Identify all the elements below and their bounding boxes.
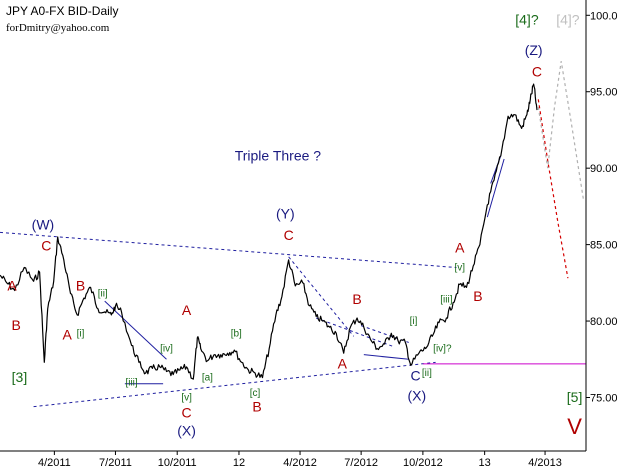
wave-label: (Z) (525, 42, 543, 58)
y-tick-label: 100.0 (590, 10, 618, 22)
y-tick-label: 95.00 (590, 87, 618, 99)
x-tick-label: 7/2011 (99, 457, 132, 469)
wave-label: [iv]? (433, 344, 452, 355)
wave-label: [iii] (440, 295, 452, 306)
x-tick-label: 4/2013 (528, 457, 562, 469)
wave-label: [ii] (422, 368, 432, 379)
wave-label: [iii] (125, 377, 137, 388)
wave-label: C (410, 368, 420, 384)
wave-label: B (473, 288, 482, 304)
wave-label: [iv] (160, 344, 173, 355)
wave-label: C (182, 404, 192, 420)
wave-label: [v] (181, 393, 192, 404)
wave-label: (X) (177, 423, 196, 439)
wave-label: [4]? (515, 11, 539, 27)
trendline (363, 354, 409, 360)
wave-label: A (455, 239, 465, 255)
y-tick-label: 90.00 (590, 163, 618, 175)
y-tick-label: 85.00 (590, 240, 618, 252)
trendline (315, 317, 395, 348)
forecast-layer (537, 61, 584, 279)
wave-label: B (252, 398, 261, 414)
wave-label: A (7, 277, 17, 293)
x-tick-label: 10/2011 (158, 457, 197, 469)
series-layer (0, 83, 538, 380)
x-tick-label: 13 (479, 457, 491, 469)
trendline (486, 158, 505, 218)
wave-label: V (567, 414, 582, 439)
wave-label: A (338, 355, 348, 371)
wave-label: B (76, 277, 85, 293)
x-tick-label: 10/2012 (403, 457, 443, 469)
forecast-red-path (537, 99, 569, 279)
forecast-grey-path (537, 61, 584, 199)
wave-label: A (182, 302, 192, 318)
wave-label: [c] (250, 388, 261, 399)
y-tick-label: 80.00 (590, 316, 618, 328)
trendline (33, 361, 436, 408)
wave-label: C (284, 227, 294, 243)
wave-label: [i] (410, 316, 418, 327)
wave-label: (W) (32, 216, 55, 232)
wave-label: [v] (455, 263, 466, 274)
y-tick-label: 75.00 (590, 392, 618, 404)
wave-label: (Y) (276, 206, 295, 222)
trendline (288, 256, 355, 337)
wave-label: [i] (77, 328, 85, 339)
wave-label: B (352, 291, 361, 307)
annotation-layer: (W) C A B [3] B A [i] [ii] [iii] [iv] [v] A C (X) [a] [b… (7, 11, 582, 439)
wave-label: B (11, 317, 20, 333)
price-series-line (0, 83, 538, 380)
x-tick-label: 7/2012 (344, 457, 378, 469)
wave-label: [3] (12, 369, 28, 385)
wave-label: [b] (231, 328, 242, 339)
wave-label: [ii] (98, 289, 108, 300)
wave-label: Triple Three ? (235, 148, 322, 164)
wave-label: [4]? (556, 11, 580, 27)
x-tick-label: 12 (233, 457, 245, 469)
trendline (0, 231, 457, 269)
x-tick-label: 4/2011 (38, 457, 71, 469)
wave-label: [a] (202, 373, 213, 384)
chart-author: forDmitry@yahoo.com (6, 22, 110, 34)
wave-label: [5] (567, 389, 583, 405)
x-tick-label: 4/2012 (283, 457, 317, 469)
chart-title: JPY A0-FX BID-Daily (6, 4, 118, 18)
wave-label: C (41, 238, 51, 254)
wave-label: A (62, 326, 72, 342)
wave-label: C (532, 63, 542, 79)
wave-label: (X) (408, 388, 427, 404)
